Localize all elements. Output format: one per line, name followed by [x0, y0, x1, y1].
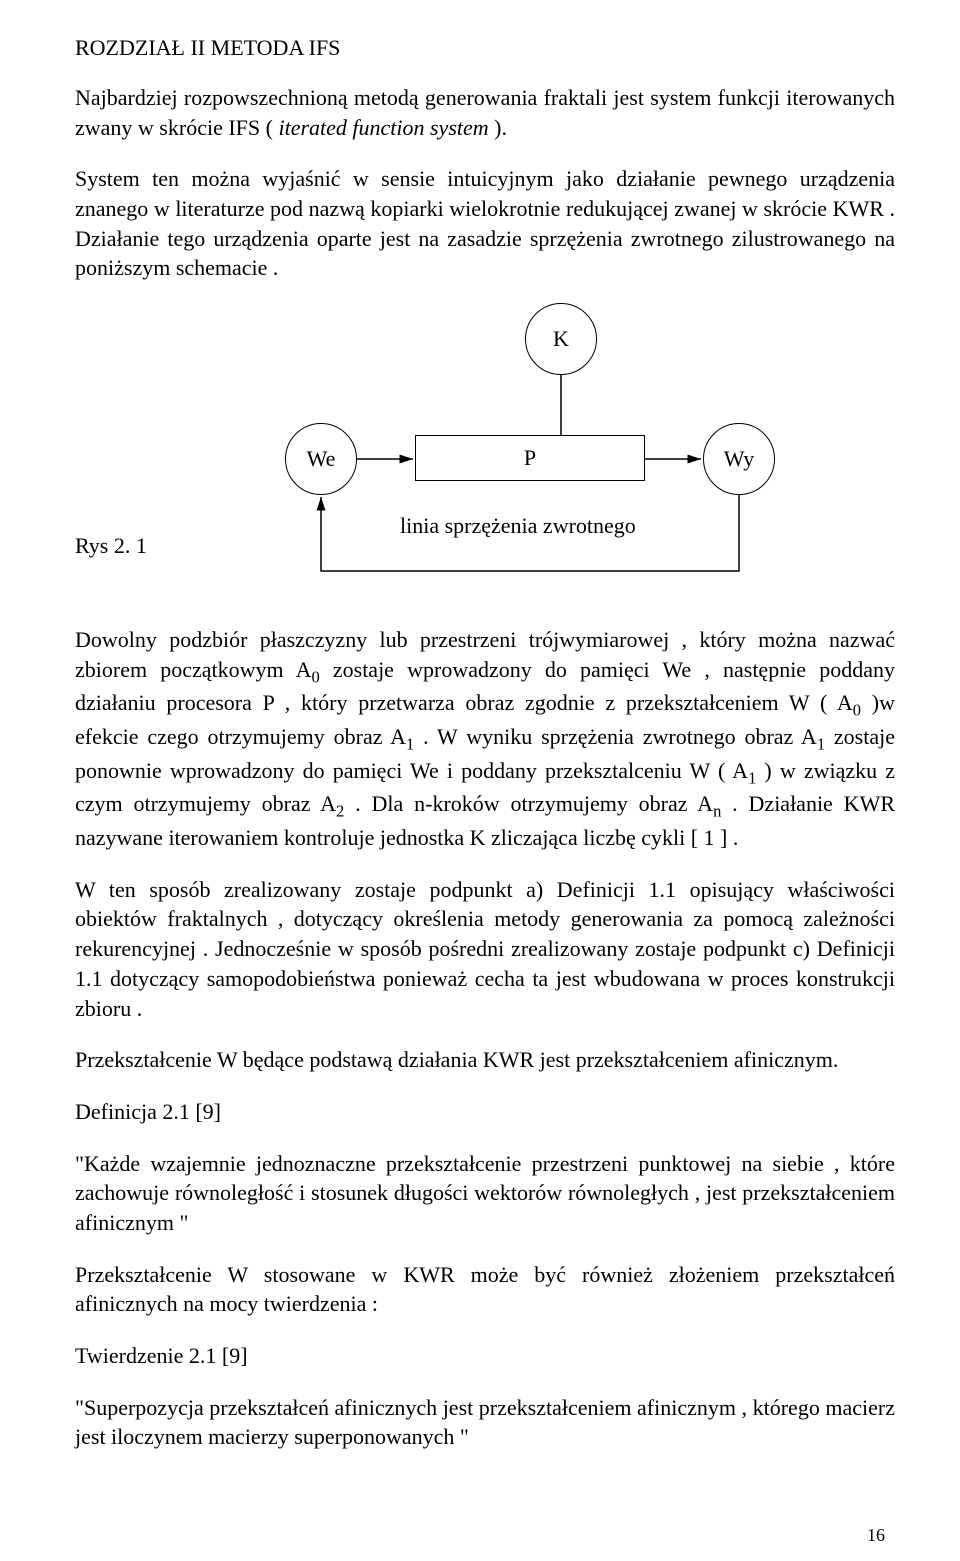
- diagram-node-wy-label: Wy: [724, 446, 754, 472]
- diagram-node-we-label: We: [307, 446, 336, 472]
- paragraph-4: W ten sposób zrealizowany zostaje podpun…: [75, 875, 895, 1023]
- paragraph-1: Najbardziej rozpowszechnioną metodą gene…: [75, 83, 895, 142]
- sub-0-a: 0: [311, 667, 319, 686]
- chapter-title: ROZDZIAŁ II METODA IFS: [75, 35, 895, 61]
- diagram-node-k-label: K: [553, 326, 569, 352]
- para1-text-c: ).: [489, 115, 507, 140]
- figure-caption: Rys 2. 1: [75, 533, 147, 559]
- diagram-feedback-label: linia sprzężenia zwrotnego: [400, 513, 636, 539]
- sub-1-a: 1: [406, 735, 414, 754]
- paragraph-6: Przekształcenie W stosowane w KWR może b…: [75, 1260, 895, 1319]
- p3g: . Dla n-kroków otrzymujemy obraz A: [344, 791, 713, 816]
- sub-0-b: 0: [853, 701, 861, 720]
- diagram-node-wy: Wy: [703, 423, 775, 495]
- diagram-node-p-label: P: [524, 445, 536, 471]
- definition-2-1-body: "Każde wzajemnie jednoznaczne przekształ…: [75, 1149, 895, 1238]
- paragraph-2: System ten można wyjaśnić w sensie intui…: [75, 164, 895, 283]
- paragraph-3: Dowolny podzbiór płaszczyzny lub przestr…: [75, 625, 895, 853]
- definition-2-1-heading: Definicja 2.1 [9]: [75, 1097, 895, 1127]
- paragraph-5: Przekształcenie W będące podstawą działa…: [75, 1045, 895, 1075]
- p3d: . W wyniku sprzężenia zwrotnego obraz A: [414, 724, 817, 749]
- theorem-2-1-body: "Superpozycja przekształceń afinicznych …: [75, 1393, 895, 1452]
- page: ROZDZIAŁ II METODA IFS Najbardziej rozpo…: [0, 0, 960, 1561]
- para1-italic: iterated function system: [278, 115, 488, 140]
- page-number: 16: [867, 1525, 885, 1546]
- diagram-node-p: P: [415, 435, 645, 481]
- sub-1-b: 1: [817, 735, 825, 754]
- diagram-node-k: K: [525, 303, 597, 375]
- diagram-node-we: We: [285, 423, 357, 495]
- feedback-diagram: Rys 2. 1 K We P Wy li: [155, 293, 960, 603]
- theorem-2-1-heading: Twierdzenie 2.1 [9]: [75, 1341, 895, 1371]
